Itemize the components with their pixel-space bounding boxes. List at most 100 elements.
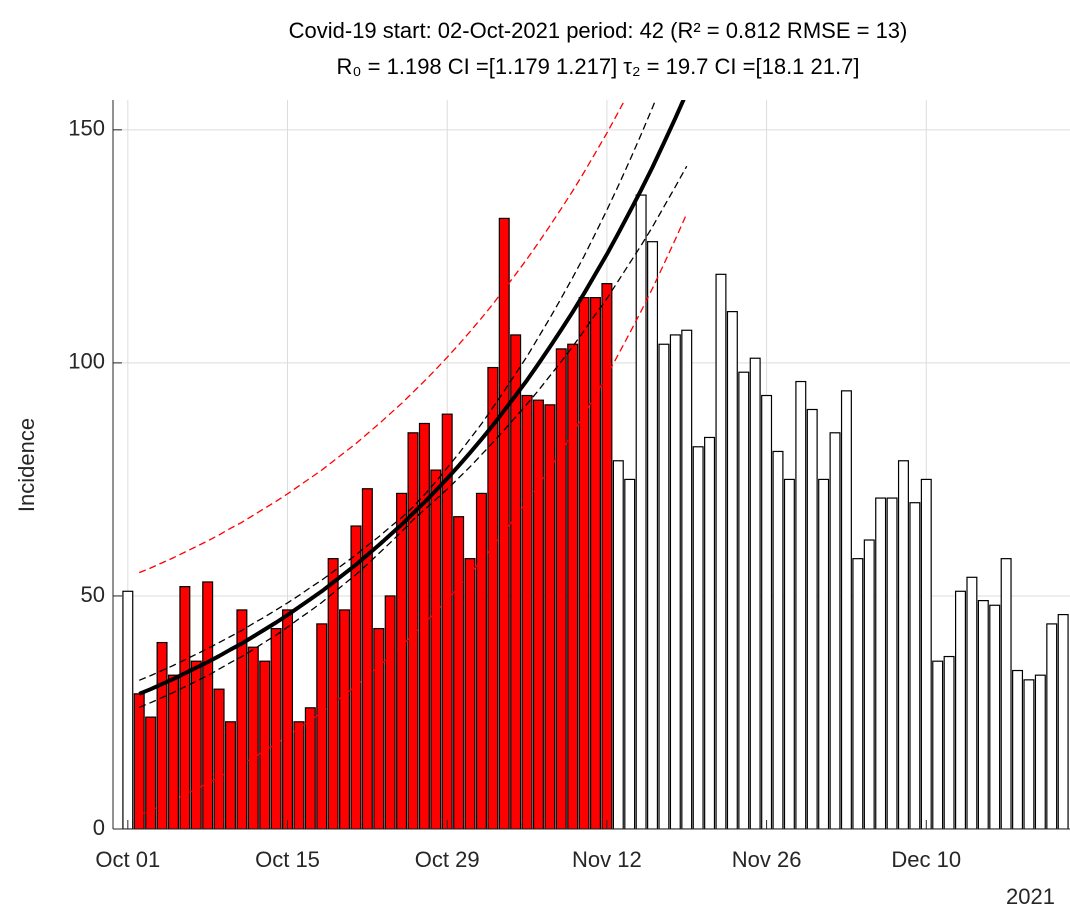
bar <box>943 655 955 829</box>
bar <box>886 497 898 829</box>
bar <box>647 241 659 829</box>
y-tick-label: 100 <box>68 349 105 374</box>
bar <box>658 343 670 829</box>
bar <box>624 478 636 829</box>
x-tick-label: Oct 15 <box>255 847 320 872</box>
bar <box>190 660 202 829</box>
bar <box>806 408 818 829</box>
bar <box>247 646 259 829</box>
bar <box>487 366 499 829</box>
bar <box>270 627 282 829</box>
fit-line <box>138 100 626 574</box>
bar <box>202 581 214 829</box>
bar <box>361 488 373 829</box>
bar <box>122 590 134 829</box>
bar <box>897 460 909 829</box>
y-tick-label: 150 <box>68 116 105 141</box>
bar <box>1023 679 1035 829</box>
bar <box>396 492 408 829</box>
bar <box>521 394 533 829</box>
bar <box>498 217 510 829</box>
bar <box>259 660 271 829</box>
bar <box>783 478 795 829</box>
bar <box>1057 613 1069 829</box>
bar <box>293 721 305 829</box>
bar <box>738 371 750 829</box>
bar <box>692 446 704 829</box>
bar <box>441 413 453 829</box>
bar <box>989 604 1001 829</box>
bar <box>373 627 385 829</box>
bar <box>749 357 761 829</box>
bar <box>350 525 362 829</box>
bar <box>818 478 830 829</box>
bar <box>1046 623 1058 829</box>
bar <box>224 721 236 829</box>
bar <box>567 343 579 829</box>
bar <box>840 390 852 829</box>
bar <box>316 623 328 829</box>
bar <box>772 450 784 829</box>
fit-line <box>138 100 657 681</box>
bar <box>213 688 225 829</box>
bar <box>145 716 157 829</box>
y-tick-label: 0 <box>93 815 105 840</box>
bar <box>418 422 430 829</box>
bar <box>1012 669 1024 829</box>
bar <box>407 432 419 829</box>
bar <box>875 497 887 829</box>
bar <box>475 492 487 829</box>
bar <box>920 478 932 829</box>
bar <box>909 502 921 829</box>
axes: 0 50 100 150 Oct 01 Oct 15 Oct 29 Nov 12 Nov 26 D… <box>68 100 1070 872</box>
x-tick-label: Dec 10 <box>891 847 961 872</box>
bar <box>544 404 556 829</box>
x-tick-label: Oct 01 <box>95 847 160 872</box>
bar <box>589 297 601 829</box>
chart-title: Covid-19 start: 02-Oct-2021 period: 42 (… <box>289 18 908 43</box>
bar <box>156 641 168 829</box>
bar <box>829 432 841 829</box>
bar <box>1000 558 1012 829</box>
bar <box>966 576 978 829</box>
bar <box>795 380 807 829</box>
x-tick-label: Oct 29 <box>415 847 480 872</box>
fit-line <box>138 165 688 708</box>
bar <box>715 273 727 829</box>
x-tick-label: Nov 12 <box>572 847 642 872</box>
bar <box>510 334 522 829</box>
bar <box>304 707 316 829</box>
bar <box>681 329 693 829</box>
bar <box>179 586 191 829</box>
bar <box>761 394 773 829</box>
bar <box>327 558 339 829</box>
y-axis-label: Incidence <box>14 418 39 512</box>
bar <box>133 693 145 829</box>
chart-subtitle: R₀ = 1.198 CI =[1.179 1.217] τ₂ = 19.7 C… <box>337 54 860 79</box>
bar <box>601 283 613 829</box>
plot-area <box>122 100 1069 829</box>
bar <box>555 348 567 829</box>
bar <box>977 600 989 829</box>
bar <box>282 609 294 829</box>
bar <box>578 297 590 829</box>
bar <box>532 399 544 829</box>
x-tick-label: Nov 26 <box>732 847 802 872</box>
bar <box>453 516 465 829</box>
bar <box>236 609 248 829</box>
fit-line <box>138 100 686 696</box>
x-year-label: 2021 <box>1006 884 1055 909</box>
bar <box>430 469 442 829</box>
bar <box>863 539 875 829</box>
bar <box>339 609 351 829</box>
bar <box>635 194 647 829</box>
bar <box>704 436 716 829</box>
fit-line <box>138 213 688 816</box>
bar <box>167 674 179 829</box>
bar <box>464 558 476 829</box>
bar <box>612 460 624 829</box>
bar <box>726 311 738 829</box>
bar <box>384 595 396 829</box>
bar <box>954 590 967 829</box>
